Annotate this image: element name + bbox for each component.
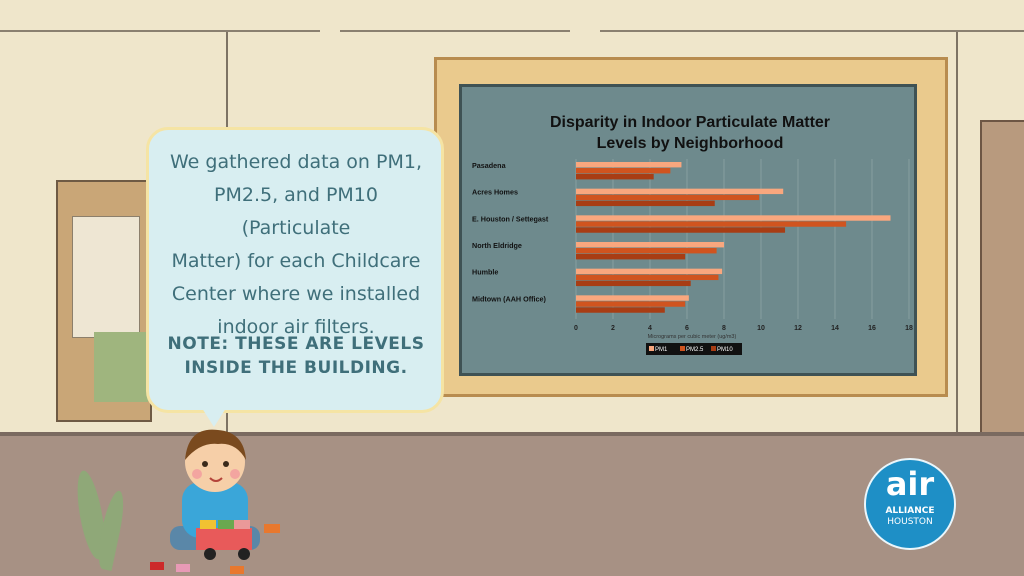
speech-bubble-tail [200, 405, 228, 427]
bar-pm10 [576, 307, 665, 313]
bar-pm1 [576, 188, 784, 195]
bar-pm10 [576, 174, 654, 180]
x-tick-label: 14 [831, 325, 839, 332]
ceiling-line [600, 30, 1024, 32]
toy-wheel [238, 548, 250, 560]
toy-car-body [196, 528, 252, 550]
child-eye [223, 461, 229, 467]
bar-pm1 [576, 242, 724, 248]
bubble-message: We gathered data on PM1, PM2.5, and PM10… [166, 146, 426, 344]
legend-swatch [680, 346, 685, 351]
air-alliance-houston-logo: air ALLIANCE HOUSTON [864, 458, 956, 550]
toy-brick [176, 564, 190, 572]
toy-wheel [204, 548, 216, 560]
legend-swatch [711, 346, 716, 351]
bar-pm10 [576, 280, 691, 287]
child-eye [202, 461, 208, 467]
legend-label: PM1 [655, 347, 668, 353]
child-cheek [230, 469, 240, 479]
legend-swatch [649, 346, 654, 351]
x-tick-label: 16 [868, 325, 876, 332]
x-axis-label: Micrograms per cubic meter (ug/m3) [648, 334, 737, 340]
toy-brick [150, 562, 164, 570]
category-label: Pasadena [472, 161, 507, 170]
logo-air-text: air [885, 465, 935, 503]
x-tick-label: 0 [574, 325, 578, 332]
picture-green-area [94, 332, 148, 402]
ceiling-line [340, 30, 570, 32]
logo-houston-text: HOUSTON [887, 517, 933, 527]
bar-pm1 [576, 295, 689, 301]
toy-brick [218, 520, 234, 529]
bubble-line: PM2.5, and PM10 (Particulate [214, 184, 378, 239]
bar-pm25 [576, 168, 671, 174]
bubble-note-line: INSIDE THE BUILDING. [184, 358, 408, 378]
bar-pm25 [576, 194, 760, 201]
toy-brick [200, 520, 216, 529]
wall-picture-frame [56, 180, 152, 422]
pinned-paper [72, 216, 140, 338]
x-tick-label: 8 [722, 325, 726, 332]
x-tick-label: 10 [757, 325, 765, 332]
category-label: E. Houston / Settegast [472, 214, 549, 223]
door [980, 120, 1024, 434]
category-label: Humble [472, 268, 498, 277]
ceiling-line [0, 30, 320, 32]
speech-bubble [146, 127, 444, 413]
bar-pm10 [576, 254, 686, 260]
child-hair [185, 429, 246, 460]
logo-alliance-text: ALLIANCE [885, 506, 935, 516]
x-tick-label: 12 [794, 325, 802, 332]
chalkboard-frame: Disparity in Indoor Particulate Matter L… [434, 57, 948, 397]
wall-corner-line [956, 32, 958, 432]
legend-box [646, 343, 742, 355]
floor [0, 436, 1024, 576]
bar-pm1 [576, 215, 891, 221]
child-cheek [192, 469, 202, 479]
bar-pm25 [576, 248, 717, 254]
chalkboard: Disparity in Indoor Particulate Matter L… [459, 84, 917, 376]
chart-title-line-2: Levels by Neighborhood [597, 135, 784, 152]
bar-pm1 [576, 268, 723, 275]
chart-title-line-1: Disparity in Indoor Particulate Matter [550, 114, 830, 131]
x-tick-label: 6 [685, 325, 689, 332]
bubble-line: indoor air filters. [217, 316, 375, 338]
toy-brick [264, 524, 280, 533]
bubble-line: Center where we installed [171, 283, 421, 305]
legend-label: PM10 [717, 347, 733, 353]
pm-bar-chart: Disparity in Indoor Particulate Matter L… [472, 114, 913, 355]
bubble-line: We gathered data on PM1, [170, 151, 422, 173]
x-tick-label: 4 [648, 325, 652, 332]
x-tick-label: 18 [905, 325, 913, 332]
bar-pm1 [576, 162, 682, 168]
toy-brick [234, 520, 250, 529]
bubble-note: NOTE: THESE ARE LEVELS INSIDE THE BUILDI… [166, 332, 426, 380]
category-label: North Eldridge [472, 241, 522, 250]
bar-pm25 [576, 301, 686, 307]
bubble-line: Matter) for each Childcare [171, 250, 421, 272]
x-tick-label: 2 [611, 325, 615, 332]
category-label: Acres Homes [472, 188, 518, 197]
toy-brick [230, 566, 244, 574]
bar-pm10 [576, 227, 786, 233]
category-label: Midtown (AAH Office) [472, 294, 546, 303]
child-mouth [209, 477, 223, 482]
legend-label: PM2.5 [686, 347, 704, 353]
child-illustration [150, 429, 280, 574]
bubble-note-line: NOTE: THESE ARE LEVELS [167, 334, 425, 354]
bar-pm10 [576, 200, 715, 207]
bar-pm25 [576, 274, 719, 281]
floor-edge [0, 432, 1024, 436]
bar-pm25 [576, 221, 847, 227]
